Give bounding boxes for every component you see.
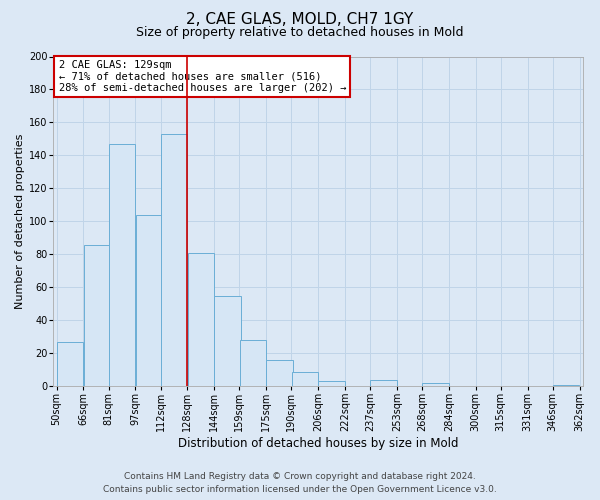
Bar bbox=[214, 296, 241, 386]
Bar bbox=[319, 382, 344, 386]
Bar bbox=[83, 244, 110, 386]
Bar bbox=[136, 215, 162, 386]
Bar bbox=[370, 380, 397, 386]
Bar bbox=[239, 340, 266, 386]
Bar bbox=[188, 253, 214, 386]
Text: 2, CAE GLAS, MOLD, CH7 1GY: 2, CAE GLAS, MOLD, CH7 1GY bbox=[187, 12, 413, 28]
Bar bbox=[292, 372, 318, 386]
Text: Size of property relative to detached houses in Mold: Size of property relative to detached ho… bbox=[136, 26, 464, 39]
Bar bbox=[422, 383, 449, 386]
Y-axis label: Number of detached properties: Number of detached properties bbox=[15, 134, 25, 309]
Bar bbox=[266, 360, 293, 386]
Bar bbox=[161, 134, 187, 386]
Bar bbox=[109, 144, 135, 386]
Bar bbox=[57, 342, 83, 386]
X-axis label: Distribution of detached houses by size in Mold: Distribution of detached houses by size … bbox=[178, 437, 458, 450]
Bar bbox=[553, 384, 580, 386]
Text: 2 CAE GLAS: 129sqm
← 71% of detached houses are smaller (516)
28% of semi-detach: 2 CAE GLAS: 129sqm ← 71% of detached hou… bbox=[59, 60, 346, 93]
Text: Contains HM Land Registry data © Crown copyright and database right 2024.
Contai: Contains HM Land Registry data © Crown c… bbox=[103, 472, 497, 494]
